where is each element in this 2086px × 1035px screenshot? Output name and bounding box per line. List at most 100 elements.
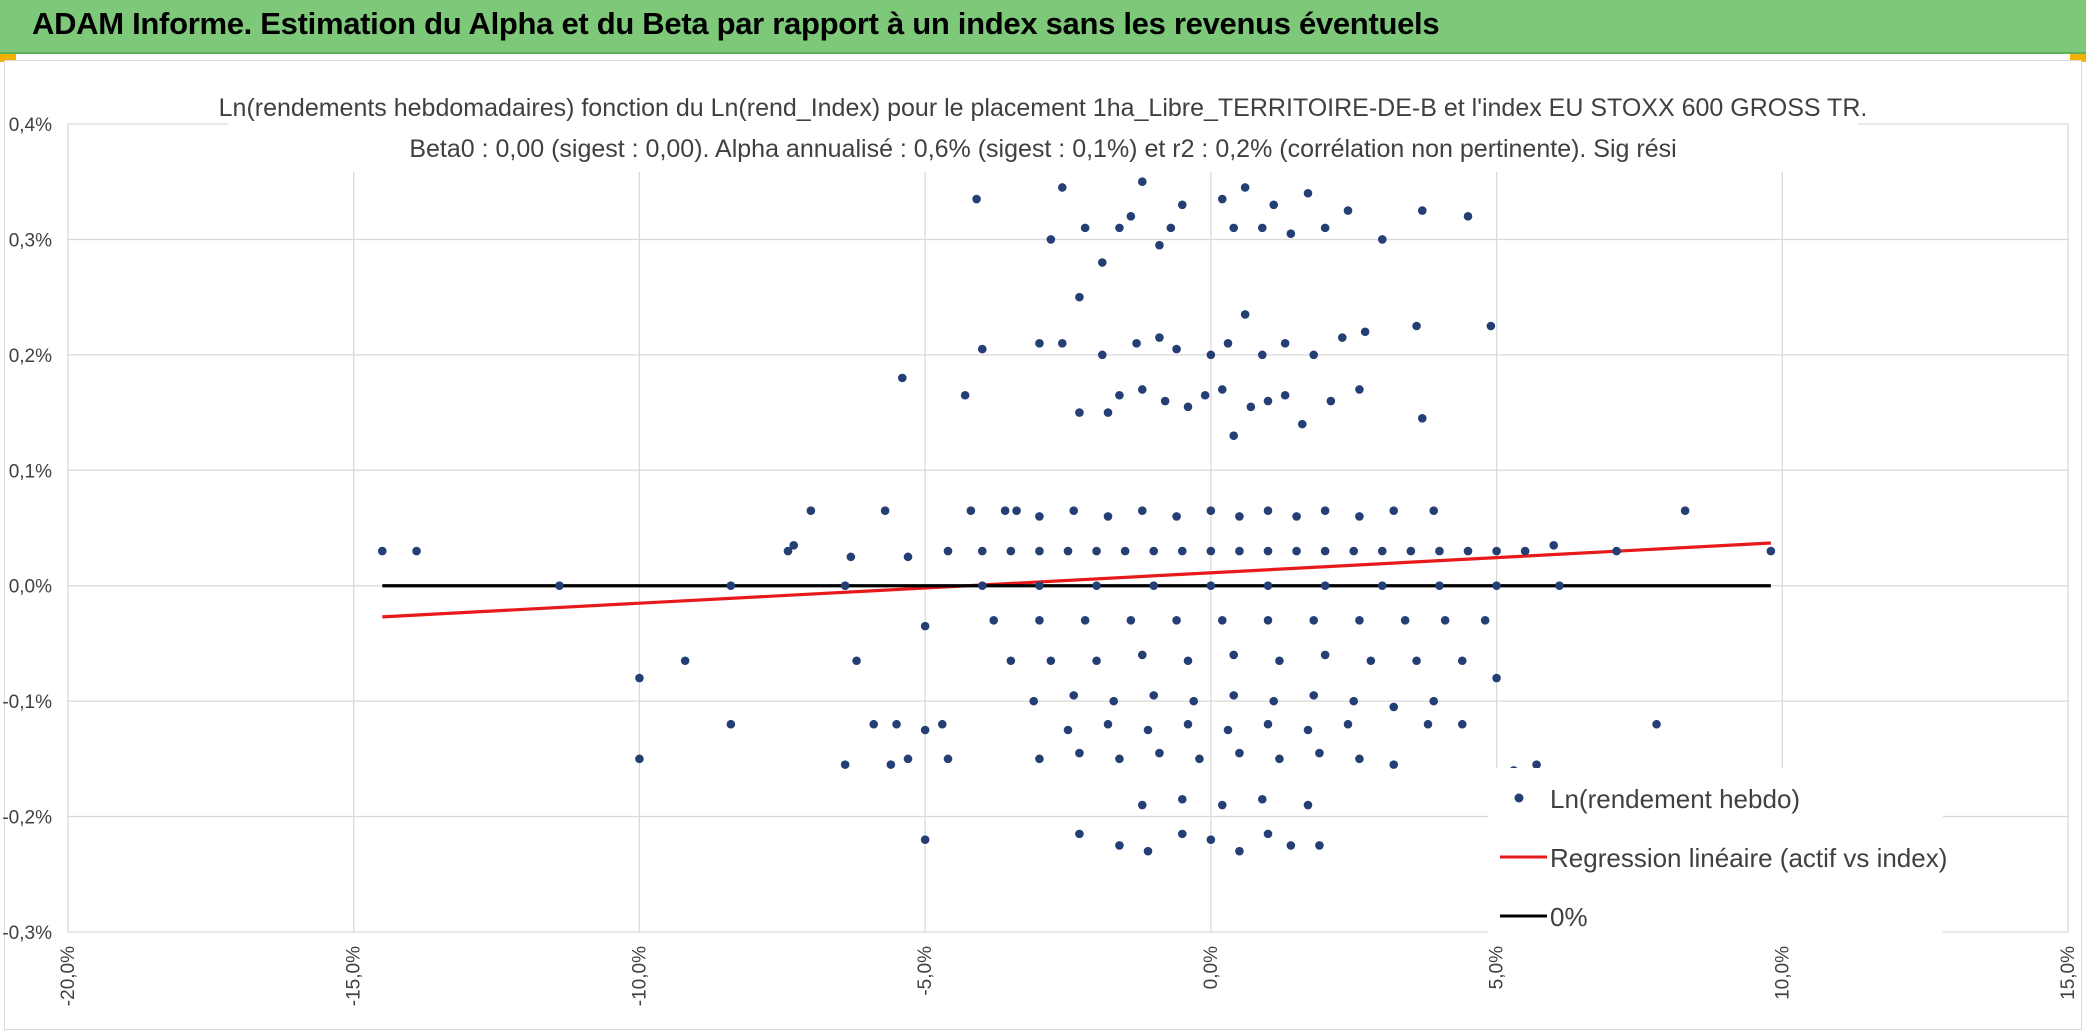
scatter-point <box>1177 546 1187 556</box>
scatter-point <box>1149 546 1159 556</box>
scatter-point <box>1320 223 1330 233</box>
scatter-point <box>1035 339 1044 348</box>
scatter-point <box>1183 402 1193 412</box>
scatter-point <box>726 719 736 729</box>
scatter-point <box>1349 696 1359 706</box>
scatter-point <box>886 760 896 769</box>
scatter-point <box>1097 350 1107 360</box>
scatter-point <box>1109 696 1119 706</box>
scatter-point <box>1492 673 1501 683</box>
scatter-point <box>1143 846 1153 856</box>
scatter-point <box>1080 223 1090 233</box>
scatter-point <box>726 581 736 591</box>
scatter-point <box>1280 390 1290 400</box>
scatter-point <box>1612 546 1621 556</box>
scatter-point <box>1092 581 1101 591</box>
scatter-point <box>783 546 793 556</box>
scatter-point <box>1263 546 1273 556</box>
scatter-point <box>1137 506 1147 515</box>
scatter-point <box>1229 223 1239 233</box>
scatter-point <box>1166 223 1176 233</box>
scatter-point <box>1115 841 1124 850</box>
scatter-point <box>1103 719 1113 729</box>
x-tick-label: -5,0% <box>915 946 936 996</box>
scatter-point <box>1075 292 1084 302</box>
scatter-point <box>680 656 690 666</box>
scatter-point <box>1097 258 1107 267</box>
scatter-point <box>943 754 953 764</box>
scatter-point <box>1235 748 1244 758</box>
scatter-point <box>943 546 953 556</box>
legend: Ln(rendement hebdo) Regression linéaire … <box>1488 768 1947 938</box>
scatter-point <box>1389 506 1399 515</box>
corner-accent-right <box>2070 54 2086 62</box>
legend-label-regression: Regression linéaire (actif vs index) <box>1550 843 1947 873</box>
scatter-point <box>1412 321 1421 331</box>
scatter-point <box>1075 748 1084 758</box>
scatter-point <box>1143 725 1153 735</box>
scatter-point <box>1463 212 1473 221</box>
scatter-point <box>1263 719 1273 729</box>
scatter-point <box>1315 748 1324 758</box>
scatter-point <box>1457 719 1467 729</box>
scatter-points <box>377 177 1776 856</box>
scatter-point <box>1435 546 1444 556</box>
scatter-point <box>1280 339 1290 348</box>
report-header: ADAM Informe. Estimation du Alpha et du … <box>0 0 2086 54</box>
scatter-point <box>1137 800 1147 810</box>
scatter-point <box>1297 419 1307 429</box>
scatter-point <box>1172 344 1181 354</box>
scatter-point <box>1103 512 1113 521</box>
scatter-point <box>1223 725 1233 735</box>
scatter-point <box>1269 200 1279 210</box>
legend-label-zero: 0% <box>1550 902 1588 932</box>
scatter-point <box>806 506 816 515</box>
scatter-point <box>966 506 976 515</box>
scatter-point <box>1229 691 1239 700</box>
scatter-point <box>1275 754 1284 764</box>
scatter-point <box>1400 616 1410 625</box>
scatter-point <box>1417 206 1427 215</box>
scatter-point <box>1137 177 1147 187</box>
scatter-point <box>1229 431 1239 440</box>
scatter-point <box>1492 546 1501 556</box>
scatter-point <box>1269 696 1279 706</box>
scatter-point <box>1263 829 1273 839</box>
y-tick-label: 0,2% <box>9 346 52 367</box>
scatter-point <box>989 616 999 625</box>
x-tick-label: -15,0% <box>344 946 365 1006</box>
report-title: ADAM Informe. Estimation du Alpha et du … <box>32 6 1440 41</box>
scatter-point <box>1520 546 1530 556</box>
scatter-point <box>1172 512 1181 521</box>
scatter-point <box>1257 223 1267 233</box>
scatter-point <box>846 552 856 562</box>
scatter-point <box>920 621 930 631</box>
scatter-point <box>1246 402 1256 412</box>
scatter-point <box>1766 546 1776 556</box>
scatter-point <box>1115 223 1124 233</box>
regression-line <box>382 541 1771 619</box>
scatter-point <box>1035 616 1044 625</box>
scatter-point <box>1080 616 1090 625</box>
scatter-point <box>1006 546 1016 556</box>
scatter-point <box>1120 546 1130 556</box>
scatter-point <box>635 673 644 683</box>
scatter-point <box>903 754 913 764</box>
scatter-point <box>1183 719 1193 729</box>
scatter-point <box>1155 240 1164 250</box>
title-backdrop <box>228 92 1858 172</box>
scatter-point <box>1137 385 1147 394</box>
scatter-point <box>1012 506 1021 515</box>
scatter-point <box>1532 760 1541 769</box>
scatter-point <box>1389 702 1399 712</box>
scatter-point <box>1177 200 1187 210</box>
scatter-point <box>1115 754 1124 764</box>
gridlines <box>67 123 2069 933</box>
scatter-point <box>1217 800 1227 810</box>
scatter-point <box>1115 390 1124 400</box>
scatter-point <box>1412 656 1421 666</box>
x-tick-label: -10,0% <box>629 946 650 1006</box>
x-tick-label: 0,0% <box>1201 946 1222 989</box>
scatter-point <box>1132 339 1141 348</box>
scatter-point <box>1217 616 1227 625</box>
